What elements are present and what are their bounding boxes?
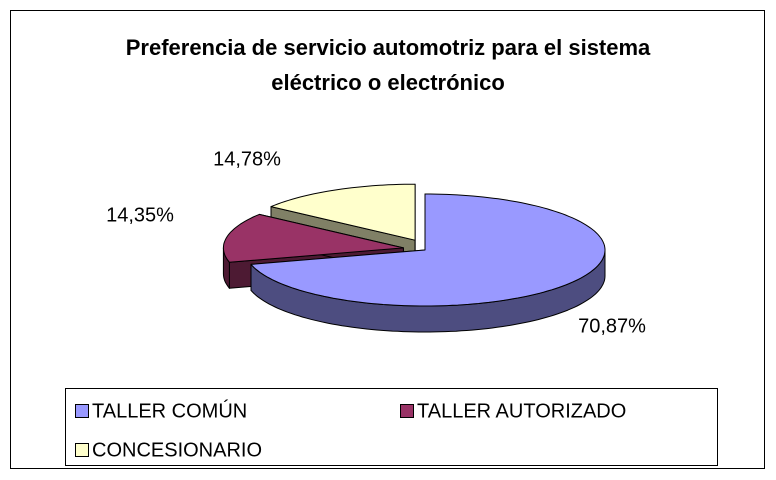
legend-label: TALLER AUTORIZADO xyxy=(417,400,626,422)
pie-slice xyxy=(250,193,606,307)
legend-box xyxy=(65,388,718,466)
legend-swatch xyxy=(400,404,414,418)
data-label: 14,78% xyxy=(213,148,281,170)
data-label: 70,87% xyxy=(578,315,646,337)
legend-swatch xyxy=(75,404,89,418)
legend-label: CONCESIONARIO xyxy=(92,439,262,461)
pie-slice xyxy=(270,183,416,241)
chart-title: Preferencia de servicio automotriz para … xyxy=(125,35,651,95)
data-label: 14,35% xyxy=(106,204,174,226)
legend-label: TALLER COMÚN xyxy=(92,399,247,422)
legend-swatch xyxy=(75,443,89,457)
pie-slice xyxy=(222,213,404,263)
